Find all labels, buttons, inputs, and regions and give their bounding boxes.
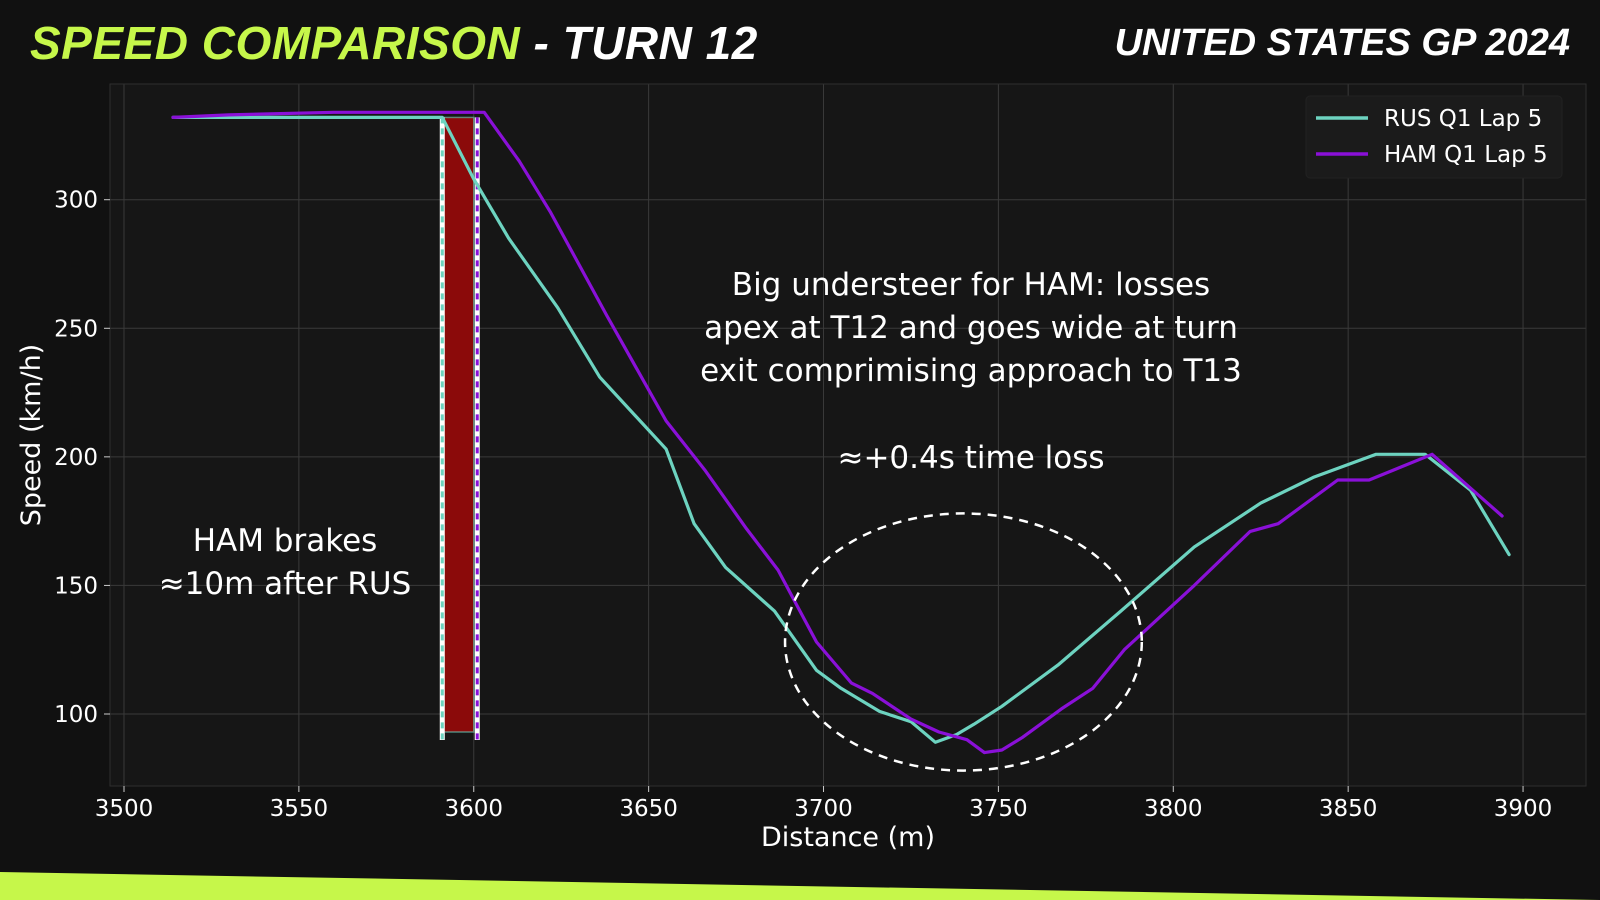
legend-label: HAM Q1 Lap 5 <box>1384 142 1548 168</box>
brake-annotation: HAM brakes ≈10m after RUS <box>159 523 412 602</box>
y-tick-label: 300 <box>54 188 98 214</box>
time-loss-annotation: ≈+0.4s time loss <box>837 440 1104 476</box>
axes: 3500 3550 3600 3650 3700 3750 3800 3850 3900 100 1… <box>54 83 1587 822</box>
event-title: UNITED STATES GP 2024 <box>1114 22 1570 64</box>
x-tick-label: 3850 <box>1319 796 1378 822</box>
x-tick-label: 3800 <box>1144 796 1203 822</box>
x-tick-label: 3550 <box>270 796 329 822</box>
y-tick-label: 200 <box>54 445 98 471</box>
legend-box <box>1305 95 1563 179</box>
annotations: HAM brakes ≈10m after RUS Big understeer f… <box>159 267 1242 772</box>
legend: RUS Q1 Lap 5 HAM Q1 Lap 5 <box>1305 95 1563 179</box>
y-axis-label: Speed (km/h) <box>16 344 47 526</box>
legend-label: RUS Q1 Lap 5 <box>1384 106 1542 132</box>
plot-frame <box>109 83 1587 787</box>
page-title: SPEED COMPARISON - TURN 12 <box>30 16 758 70</box>
x-tick-label: 3700 <box>794 796 853 822</box>
x-tick-label: 3500 <box>95 796 154 822</box>
understeer-annotation: Big understeer for HAM: losses apex at T1… <box>700 267 1242 389</box>
x-tick-label: 3650 <box>619 796 678 822</box>
title-suffix: - TURN 12 <box>520 17 758 69</box>
series-lines <box>171 110 1511 755</box>
x-tick-label: 3900 <box>1494 796 1553 822</box>
brake-zone-rect <box>441 116 475 733</box>
grid <box>110 84 1586 786</box>
y-tick-label: 250 <box>54 316 98 342</box>
x-tick-label: 3600 <box>444 796 503 822</box>
title-main: SPEED COMPARISON <box>30 17 521 69</box>
x-tick-label: 3750 <box>969 796 1028 822</box>
plot-background <box>110 84 1586 786</box>
ham-speed-line <box>171 110 1504 755</box>
time-loss-ellipse <box>783 512 1144 772</box>
rus-speed-line <box>171 115 1511 744</box>
y-tick-label: 150 <box>54 573 98 599</box>
y-tick-label: 100 <box>54 702 98 728</box>
brake-zone <box>439 116 480 740</box>
x-axis-label: Distance (m) <box>761 822 935 853</box>
